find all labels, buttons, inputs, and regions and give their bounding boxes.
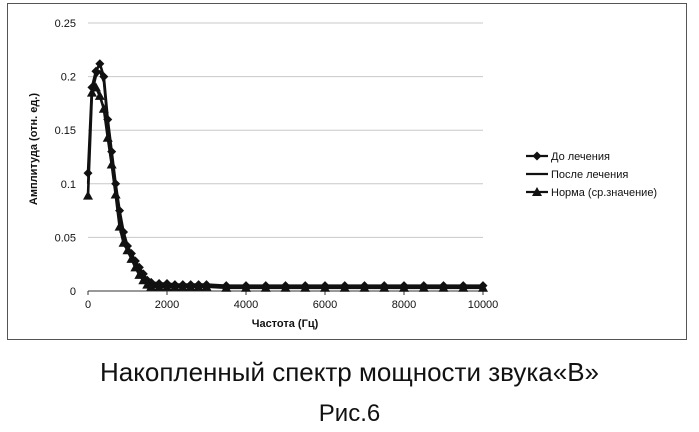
y-tick-label: 0.2	[61, 72, 76, 84]
data-point	[103, 133, 113, 142]
figure-label: Рис.6	[0, 400, 699, 428]
series-1	[84, 59, 488, 290]
y-tick-label: 0.1	[61, 179, 76, 191]
chart-frame: Частота (Гц) Амплитуда (отн. ед.) 0 0.05 0…	[7, 3, 687, 340]
legend-marker	[533, 152, 542, 161]
data-point	[95, 91, 105, 100]
series-line	[88, 64, 483, 286]
series-2	[88, 71, 483, 286]
y-tick-label: 0.25	[55, 18, 76, 30]
data-point	[95, 59, 104, 68]
x-tick-label: 4000	[234, 299, 258, 311]
data-point	[83, 191, 93, 200]
legend: До лечения После лечения Норма (ср.значени…	[526, 151, 657, 199]
y-tick-label: 0	[70, 286, 76, 298]
chart-caption: Накопленный спектр мощности звука«B»	[0, 357, 699, 388]
data-point	[111, 190, 121, 199]
legend-item-3: Норма (ср.значение)	[526, 187, 657, 199]
x-tick-label: 10000	[468, 299, 499, 311]
y-tick-label: 0.05	[55, 232, 76, 244]
x-tick-label: 6000	[313, 299, 337, 311]
x-tick-label: 0	[85, 299, 91, 311]
legend-label: До лечения	[551, 151, 610, 163]
x-axis-title: Частота (Гц)	[252, 318, 319, 330]
grid-layer	[88, 23, 483, 237]
series-line	[88, 87, 483, 287]
legend-item-1: До лечения	[526, 151, 610, 163]
series-layer	[83, 59, 488, 292]
data-point	[107, 160, 117, 169]
y-tick-label: 0.15	[55, 125, 76, 137]
x-tick-label: 8000	[392, 299, 416, 311]
series-3	[83, 82, 488, 291]
x-tick-label: 2000	[155, 299, 179, 311]
y-axis-title: Амплитуда (отн. ед.)	[28, 93, 40, 206]
legend-item-2: После лечения	[526, 169, 628, 181]
chart-svg: Частота (Гц) Амплитуда (отн. ед.) 0 0.05 0…	[8, 4, 686, 339]
legend-label: После лечения	[551, 169, 628, 181]
legend-label: Норма (ср.значение)	[551, 187, 657, 199]
series-line	[88, 71, 483, 286]
